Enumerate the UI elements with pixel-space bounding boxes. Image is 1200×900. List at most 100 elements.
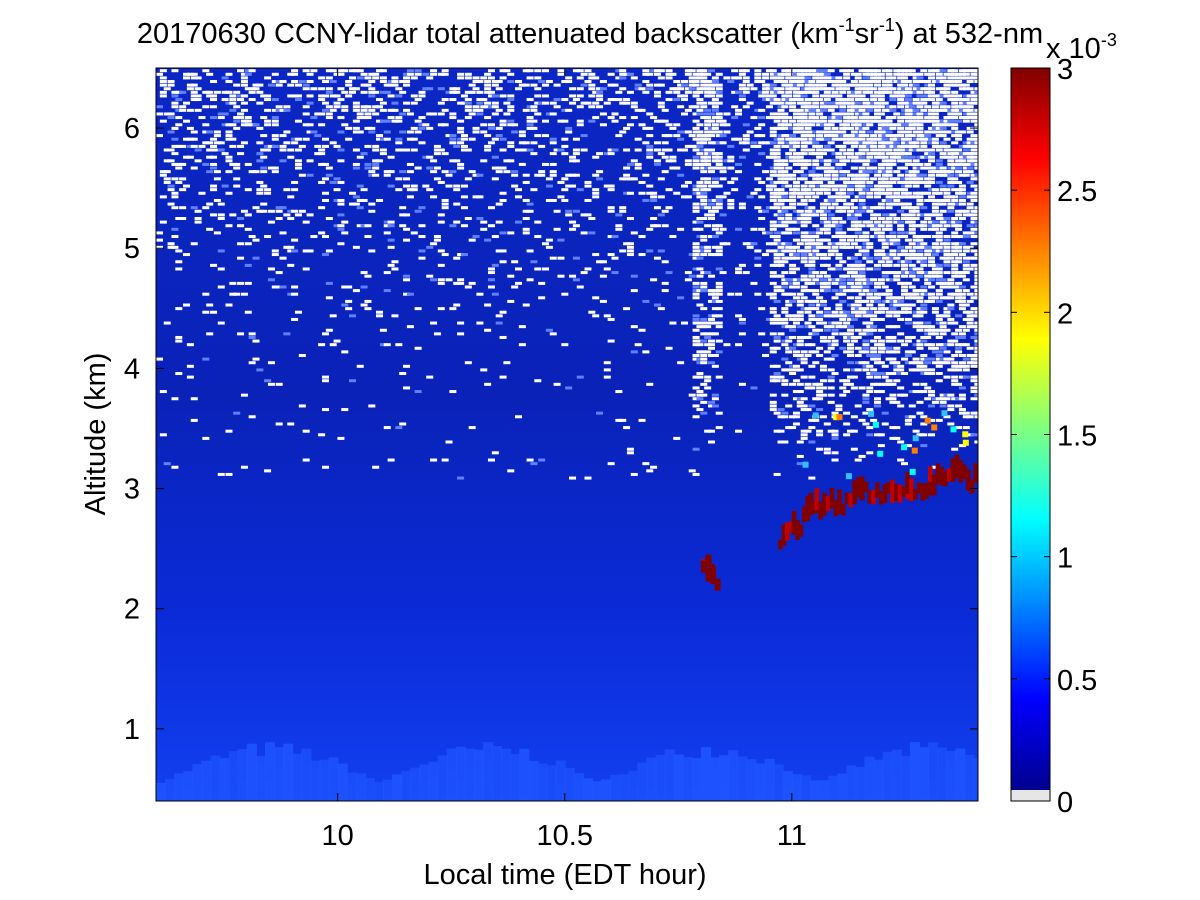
noise-cell [785,404,793,408]
noise-cell [746,83,754,87]
noise-cell [881,263,889,267]
noise-cell [773,144,781,148]
noise-cell [264,235,272,239]
noise-cell [874,224,882,228]
noise-cell [904,256,912,260]
noise-cell [715,267,723,271]
noise-cell [754,292,762,296]
noise-cell [792,238,800,242]
noise-cell [457,321,465,325]
noise-cell [823,188,831,192]
noise-cell [904,159,912,163]
noise-cell [538,173,546,177]
noise-cell [823,72,831,76]
noise-cell [920,242,928,246]
noise-cell [951,292,959,296]
noise-cell [804,108,812,112]
noise-cell [202,123,210,127]
noise-cell [947,404,955,408]
noise-cell [843,87,851,91]
noise-cell [935,166,943,170]
noise-cell [947,170,955,174]
noise-cell [889,296,897,300]
noise-cell [746,242,754,246]
noise-cell [827,166,835,170]
noise-cell [835,292,843,296]
noise-cell [943,271,951,275]
noise-cell [704,429,712,433]
noise-cell [862,249,870,253]
noise-cell [206,72,214,76]
noise-cell [611,256,619,260]
noise-cell [638,180,646,184]
noise-cell [881,101,889,105]
noise-cell [897,152,905,156]
noise-cell [387,184,395,188]
noise-cell [800,123,808,127]
noise-cell [773,195,781,199]
noise-cell [974,321,978,325]
noise-cell [708,213,716,217]
noise-cell [816,429,824,433]
noise-cell [858,159,866,163]
noise-cell [831,130,839,134]
noise-cell [816,98,824,102]
noise-cell [974,148,978,152]
noise-cell [615,224,623,228]
noise-cell [831,353,839,357]
noise-cell [403,213,411,217]
noise-cell [476,108,484,112]
noise-cell [931,141,939,145]
noise-cell [700,116,708,120]
noise-cell [912,238,920,242]
noise-cell [646,148,654,152]
noise-cell [711,224,719,228]
noise-cell [175,217,183,221]
noise-cell [893,325,901,329]
noise-cell [646,249,654,253]
noise-cell [928,126,936,130]
noise-cell [943,155,951,159]
noise-cell [202,105,210,109]
noise-cell [804,126,812,130]
noise-cell [939,256,947,260]
noise-cell [951,339,959,343]
noise-cell [931,400,939,404]
noise-cell [974,249,978,253]
noise-cell [839,177,847,181]
noise-cell [866,278,874,282]
noise-cell [920,444,928,448]
noise-cell [796,440,804,444]
noise-cell [951,76,959,80]
noise-cell [908,148,916,152]
noise-cell [931,227,939,231]
noise-cell [229,94,237,98]
noise-cell [349,202,357,206]
noise-cell [908,195,916,199]
noise-cell [889,303,897,307]
noise-cell [958,335,966,339]
noise-cell [916,299,924,303]
noise-cell [337,87,345,91]
noise-cell [850,256,858,260]
noise-cell [839,235,847,239]
cloud-cell [871,489,876,505]
noise-cell [920,166,928,170]
noise-cell [831,188,839,192]
noise-cell [843,325,851,329]
noise-cell [908,90,916,94]
noise-cell [796,98,804,102]
noise-cell [843,235,851,239]
noise-cell [534,134,542,138]
noise-cell [943,108,951,112]
noise-cell [789,415,797,419]
noise-cell [804,382,812,386]
noise-cell [183,72,191,76]
noise-cell [345,126,353,130]
noise-cell [908,162,916,166]
noise-cell [800,235,808,239]
noise-cell [839,123,847,127]
noise-cell [928,152,936,156]
noise-cell [441,152,449,156]
noise-cell [665,123,673,127]
